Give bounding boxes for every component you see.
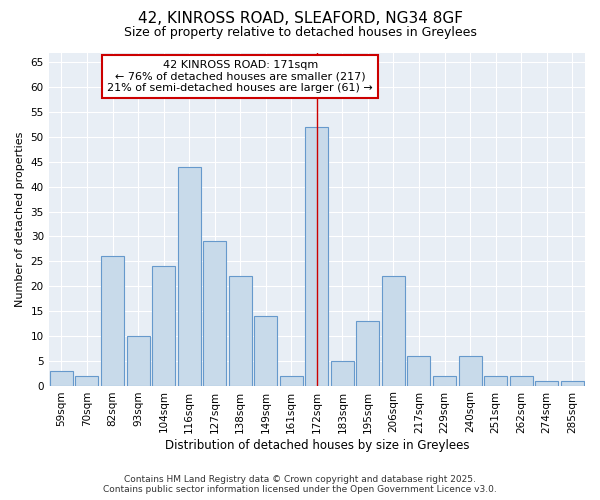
Text: 42, KINROSS ROAD, SLEAFORD, NG34 8GF: 42, KINROSS ROAD, SLEAFORD, NG34 8GF [137,11,463,26]
Y-axis label: Number of detached properties: Number of detached properties [15,132,25,306]
Bar [407,356,430,386]
Text: Size of property relative to detached houses in Greylees: Size of property relative to detached ho… [124,26,476,39]
Bar [331,360,354,386]
X-axis label: Distribution of detached houses by size in Greylees: Distribution of detached houses by size … [164,440,469,452]
Bar [382,276,405,386]
Bar [484,376,507,386]
Bar [458,356,482,386]
Bar [203,242,226,386]
Bar [76,376,98,386]
Bar [535,380,558,386]
Text: 42 KINROSS ROAD: 171sqm
← 76% of detached houses are smaller (217)
21% of semi-d: 42 KINROSS ROAD: 171sqm ← 76% of detache… [107,60,373,93]
Bar [127,336,149,386]
Bar [229,276,252,386]
Bar [561,380,584,386]
Bar [356,321,379,386]
Text: Contains HM Land Registry data © Crown copyright and database right 2025.
Contai: Contains HM Land Registry data © Crown c… [103,474,497,494]
Bar [433,376,456,386]
Bar [178,167,200,386]
Bar [101,256,124,386]
Bar [254,316,277,386]
Bar [152,266,175,386]
Bar [280,376,303,386]
Bar [305,127,328,386]
Bar [50,370,73,386]
Bar [509,376,533,386]
